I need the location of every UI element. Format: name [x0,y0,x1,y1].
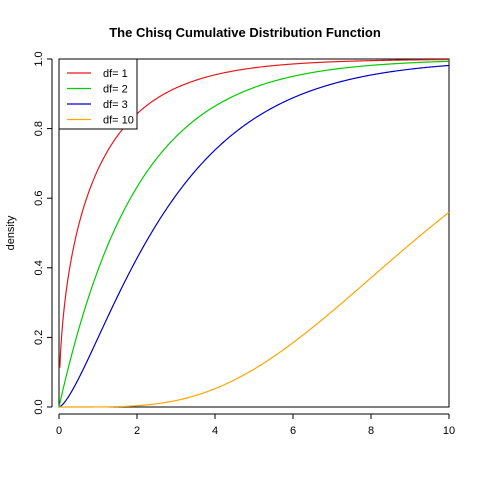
legend-label-df-1: df= 1 [103,68,128,80]
legend-label-df-2: df= 2 [103,84,128,96]
y-axis-label: density [5,215,17,250]
x-tick-label: 4 [212,425,218,437]
y-tick-label: 0.8 [33,121,45,136]
x-tick-label: 6 [290,425,296,437]
y-axis: 0.0 0.2 0.4 0.6 0.8 1.0 [33,51,53,415]
legend-label-df-3: df= 3 [103,99,128,111]
legend-box [58,58,138,130]
x-axis: 0 2 4 6 8 10 [56,413,455,437]
chart-title: The Chisq Cumulative Distribution Functi… [109,25,381,40]
y-tick-label: 0.0 [33,399,45,414]
series-line-df-3 [58,64,450,408]
x-tick-label: 2 [134,425,140,437]
plot-frame [58,58,450,408]
y-tick-label: 0.4 [33,260,45,275]
x-tick-label: 8 [368,425,374,437]
series-line-df-10 [59,211,450,408]
legend: df= 1 df= 2 df= 3 df= 10 [58,58,138,130]
y-tick-label: 1.0 [33,51,45,66]
y-tick-label: 0.6 [33,191,45,206]
x-tick-label: 0 [56,425,62,437]
y-tick-label: 0.2 [33,330,45,345]
x-tick-label: 10 [443,425,455,437]
series-line-df-2 [58,60,450,408]
legend-label-df-10: df= 10 [103,115,134,127]
